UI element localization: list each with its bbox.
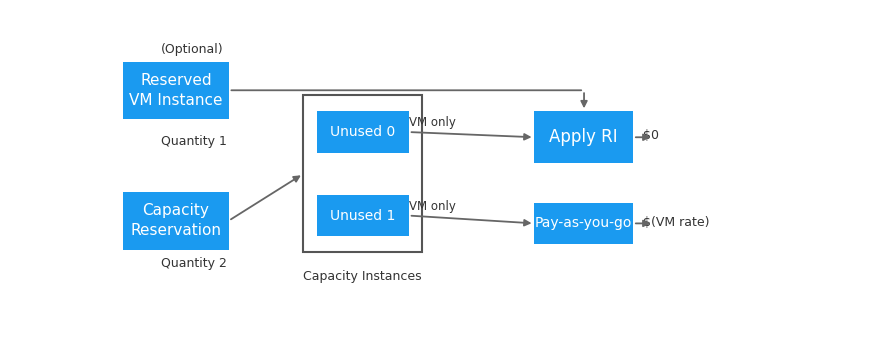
Bar — [123, 62, 229, 119]
Text: Quantity 1: Quantity 1 — [160, 135, 226, 148]
Text: VM only: VM only — [409, 200, 456, 213]
Text: Quantity 2: Quantity 2 — [160, 257, 226, 271]
Text: $0: $0 — [643, 129, 660, 142]
Text: Unused 1: Unused 1 — [330, 208, 396, 223]
Bar — [534, 111, 633, 163]
Bar — [317, 195, 409, 237]
Text: Pay-as-you-go: Pay-as-you-go — [535, 216, 632, 231]
Bar — [303, 96, 423, 252]
Text: $(VM rate): $(VM rate) — [643, 216, 709, 228]
Text: Unused 0: Unused 0 — [330, 125, 396, 139]
Bar — [317, 111, 409, 153]
Bar — [123, 192, 229, 250]
Text: Apply RI: Apply RI — [549, 128, 618, 146]
Text: (Optional): (Optional) — [160, 43, 224, 56]
Bar — [534, 202, 633, 244]
Text: Reserved
VM Instance: Reserved VM Instance — [129, 73, 223, 108]
Text: VM only: VM only — [409, 116, 456, 129]
Text: Capacity
Reservation: Capacity Reservation — [131, 203, 221, 238]
Text: Capacity Instances: Capacity Instances — [303, 271, 422, 283]
